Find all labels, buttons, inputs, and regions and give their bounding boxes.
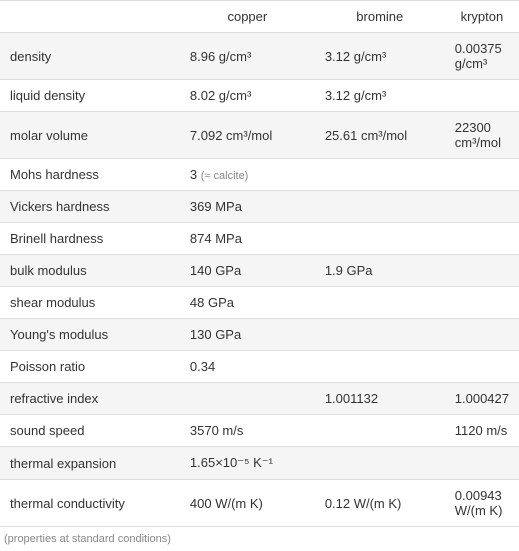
cell-copper: 140 GPa (180, 255, 315, 287)
row-label: density (0, 33, 180, 80)
cell-bromine (315, 351, 445, 383)
properties-table: copper bromine krypton density 8.96 g/cm… (0, 0, 519, 527)
cell-bromine: 0.12 W/(m K) (315, 480, 445, 527)
row-label: Mohs hardness (0, 159, 180, 191)
cell-copper: 0.34 (180, 351, 315, 383)
cell-krypton: 1.000427 (445, 383, 519, 415)
cell-copper: 3570 m/s (180, 415, 315, 447)
table-row: thermal conductivity 400 W/(m K) 0.12 W/… (0, 480, 519, 527)
cell-value: 3 (190, 167, 197, 182)
cell-bromine (315, 191, 445, 223)
header-copper: copper (180, 1, 315, 33)
row-label: refractive index (0, 383, 180, 415)
cell-copper: 3 (≈ calcite) (180, 159, 315, 191)
table-row: bulk modulus 140 GPa 1.9 GPa (0, 255, 519, 287)
table-row: Poisson ratio 0.34 (0, 351, 519, 383)
table-row: Vickers hardness 369 MPa (0, 191, 519, 223)
header-row: copper bromine krypton (0, 1, 519, 33)
cell-bromine (315, 223, 445, 255)
table-row: Young's modulus 130 GPa (0, 319, 519, 351)
row-label: shear modulus (0, 287, 180, 319)
cell-krypton (445, 191, 519, 223)
table-row: shear modulus 48 GPa (0, 287, 519, 319)
header-bromine: bromine (315, 1, 445, 33)
table-row: sound speed 3570 m/s 1120 m/s (0, 415, 519, 447)
row-label: Young's modulus (0, 319, 180, 351)
table-row: Brinell hardness 874 MPa (0, 223, 519, 255)
cell-krypton: 22300 cm³/mol (445, 112, 519, 159)
cell-krypton: 0.00943 W/(m K) (445, 480, 519, 527)
cell-bromine (315, 287, 445, 319)
cell-krypton (445, 255, 519, 287)
row-label: liquid density (0, 80, 180, 112)
header-krypton: krypton (445, 1, 519, 33)
cell-krypton: 0.00375 g/cm³ (445, 33, 519, 80)
cell-bromine (315, 319, 445, 351)
row-label: bulk modulus (0, 255, 180, 287)
row-label: sound speed (0, 415, 180, 447)
table-row: Mohs hardness 3 (≈ calcite) (0, 159, 519, 191)
cell-copper: 48 GPa (180, 287, 315, 319)
row-label: thermal conductivity (0, 480, 180, 527)
cell-krypton (445, 80, 519, 112)
row-label: Brinell hardness (0, 223, 180, 255)
cell-bromine: 1.001132 (315, 383, 445, 415)
table-row: liquid density 8.02 g/cm³ 3.12 g/cm³ (0, 80, 519, 112)
cell-krypton (445, 447, 519, 480)
table-row: refractive index 1.001132 1.000427 (0, 383, 519, 415)
cell-copper (180, 383, 315, 415)
cell-bromine: 3.12 g/cm³ (315, 80, 445, 112)
cell-copper: 400 W/(m K) (180, 480, 315, 527)
row-label: molar volume (0, 112, 180, 159)
cell-krypton (445, 159, 519, 191)
row-label: Vickers hardness (0, 191, 180, 223)
cell-copper: 130 GPa (180, 319, 315, 351)
properties-table-container: copper bromine krypton density 8.96 g/cm… (0, 0, 519, 551)
cell-bromine: 3.12 g/cm³ (315, 33, 445, 80)
table-footnote: (properties at standard conditions) (0, 527, 519, 551)
table-row: molar volume 7.092 cm³/mol 25.61 cm³/mol… (0, 112, 519, 159)
cell-copper: 369 MPa (180, 191, 315, 223)
cell-bromine (315, 415, 445, 447)
cell-krypton (445, 319, 519, 351)
header-blank (0, 1, 180, 33)
cell-bromine (315, 447, 445, 480)
cell-note: (≈ calcite) (201, 170, 249, 182)
row-label: Poisson ratio (0, 351, 180, 383)
cell-copper: 1.65×10⁻⁵ K⁻¹ (180, 447, 315, 480)
cell-bromine (315, 159, 445, 191)
table-row: thermal expansion 1.65×10⁻⁵ K⁻¹ (0, 447, 519, 480)
cell-copper: 874 MPa (180, 223, 315, 255)
cell-bromine: 25.61 cm³/mol (315, 112, 445, 159)
cell-krypton: 1120 m/s (445, 415, 519, 447)
cell-krypton (445, 287, 519, 319)
cell-bromine: 1.9 GPa (315, 255, 445, 287)
cell-copper: 8.02 g/cm³ (180, 80, 315, 112)
table-row: density 8.96 g/cm³ 3.12 g/cm³ 0.00375 g/… (0, 33, 519, 80)
cell-krypton (445, 351, 519, 383)
row-label: thermal expansion (0, 447, 180, 480)
cell-copper: 7.092 cm³/mol (180, 112, 315, 159)
cell-copper: 8.96 g/cm³ (180, 33, 315, 80)
cell-krypton (445, 223, 519, 255)
